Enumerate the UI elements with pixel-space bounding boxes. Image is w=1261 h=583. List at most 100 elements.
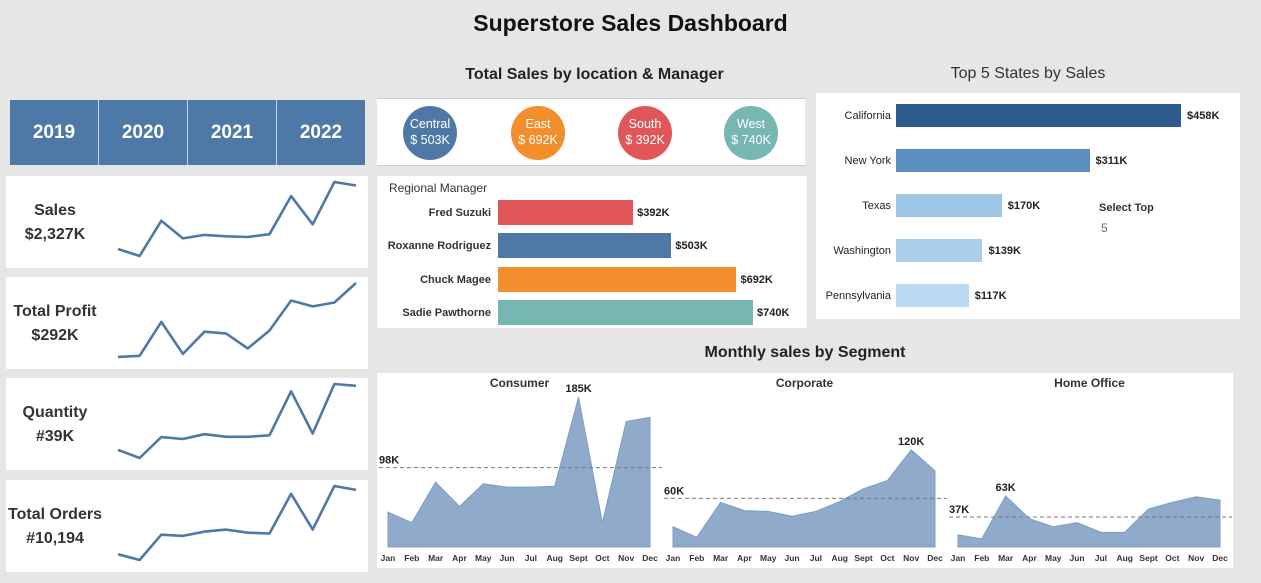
segment-average-label: 98K: [379, 455, 399, 467]
state-bar-california[interactable]: [896, 104, 1181, 127]
month-tick-label: Feb: [689, 553, 704, 563]
sparkline-trend-line: [117, 382, 357, 460]
state-value: $311K: [1095, 155, 1128, 167]
segments-panel: Consumer Corporate Home Office 98K 185K Ja…: [377, 373, 1233, 568]
state-bar-new-york[interactable]: [896, 149, 1090, 172]
region-east[interactable]: East $ 692K: [511, 106, 565, 160]
segment-area[interactable]: [387, 397, 651, 548]
states-title: Top 5 States by Sales: [950, 65, 1106, 82]
state-name: Washington: [833, 245, 891, 257]
kpi-card-sales[interactable]: Sales $2,327K: [6, 176, 368, 268]
month-tick-label: Nov: [1188, 553, 1204, 563]
manager-value: $740K: [757, 307, 790, 319]
month-tick-label: Aug: [546, 553, 563, 563]
region-central[interactable]: Central $ 503K: [403, 106, 457, 160]
manager-name: Fred Suzuki: [428, 207, 491, 219]
segment-title-home-office: Home Office: [1054, 376, 1125, 390]
dashboard-title: Superstore Sales Dashboard: [473, 10, 788, 36]
state-value: $458K: [1187, 110, 1220, 122]
region-west[interactable]: West $ 740K: [724, 106, 778, 160]
segment-max-label: 120K: [898, 436, 924, 448]
manager-bar-chuck-magee[interactable]: [498, 267, 737, 292]
month-tick-label: May: [760, 553, 777, 563]
state-name: Pennsylvania: [825, 290, 891, 302]
select-top-label: Select Top: [1099, 202, 1154, 214]
segment-max-label: 185K: [565, 383, 591, 395]
manager-value: $692K: [740, 274, 773, 286]
segment-area[interactable]: [957, 495, 1221, 548]
segment-max-label: 63K: [996, 482, 1016, 494]
segment-average-label: 37K: [949, 504, 969, 516]
manager-value: $392K: [637, 207, 670, 219]
month-tick-label: Apr: [452, 553, 467, 563]
manager-name: Roxanne Rodriguez: [387, 240, 491, 252]
sparkline-trend-line: [117, 484, 357, 562]
state-value: $117K: [974, 290, 1007, 302]
regions-title: Total Sales by location & Manager: [465, 66, 724, 83]
manager-bar-roxanne-rodriguez[interactable]: [498, 233, 672, 258]
month-tick-label: Feb: [404, 553, 419, 563]
state-name: New York: [844, 155, 891, 167]
month-tick-label: Oct: [1165, 553, 1179, 563]
month-tick-label: Jun: [785, 553, 800, 563]
month-tick-label: Dec: [927, 553, 943, 563]
states-panel: California $458K New York $311K Texas $1…: [816, 93, 1240, 319]
year-2019-button[interactable]: 2019: [10, 100, 99, 165]
year-2020-button[interactable]: 2020: [99, 100, 188, 165]
month-tick-label: May: [475, 553, 492, 563]
region-name: Central: [409, 117, 451, 131]
region-name: South: [628, 117, 662, 131]
kpi-label: Sales: [34, 202, 76, 219]
month-tick-label: Dec: [642, 553, 658, 563]
kpi-value: $292K: [31, 327, 79, 344]
state-bar-texas[interactable]: [896, 194, 1002, 217]
segment-average-label: 60K: [664, 485, 684, 497]
kpi-label: Quantity: [22, 404, 88, 421]
month-tick-label: May: [1045, 553, 1062, 563]
region-south[interactable]: South $ 392K: [618, 106, 672, 160]
manager-bar-fred-suzuki[interactable]: [498, 200, 634, 225]
month-tick-label: Jun: [500, 553, 515, 563]
month-tick-label: Feb: [974, 553, 989, 563]
state-bar-washington[interactable]: [896, 239, 983, 262]
segment-title-corporate: Corporate: [775, 376, 834, 390]
month-tick-label: Aug: [831, 553, 848, 563]
month-tick-label: Jun: [1070, 553, 1085, 563]
state-name: Texas: [862, 200, 891, 212]
manager-axis-label: Regional Manager: [389, 181, 488, 195]
kpi-label: Total Profit: [13, 303, 97, 320]
manager-name: Sadie Pawthorne: [402, 307, 491, 319]
state-value: $139K: [988, 245, 1021, 257]
month-tick-label: Mar: [713, 553, 729, 563]
sparkline-trend-line: [117, 282, 357, 359]
year-2022-button[interactable]: 2022: [299, 121, 343, 143]
kpi-value: #39K: [35, 428, 75, 445]
month-tick-label: Mar: [998, 553, 1014, 563]
month-tick-label: Aug: [1116, 553, 1133, 563]
kpi-card-profit[interactable]: Total Profit $292K: [6, 277, 368, 369]
month-tick-label: Jan: [951, 553, 966, 563]
region-name: East: [525, 117, 551, 131]
state-name: California: [844, 110, 891, 122]
region-value: $ 503K: [410, 133, 450, 147]
segment-area[interactable]: [672, 449, 936, 548]
kpi-card-orders[interactable]: Total Orders #10,194: [6, 480, 368, 572]
month-tick-label: Jan: [381, 553, 396, 563]
kpi-card-quantity[interactable]: Quantity #39K: [6, 378, 368, 470]
year-2021-button[interactable]: 2021: [188, 100, 277, 165]
kpi-label: Total Orders: [8, 506, 102, 523]
region-value: $ 392K: [625, 133, 665, 147]
manager-name: Chuck Magee: [420, 274, 491, 286]
kpi-value: #10,194: [26, 530, 84, 547]
state-bar-pennsylvania[interactable]: [896, 284, 969, 307]
sparkline-trend-line: [117, 180, 357, 258]
manager-bar-sadie-pawthorne[interactable]: [498, 300, 753, 325]
month-tick-label: Nov: [903, 553, 919, 563]
year-filter: 2019 2020 2021 2022: [10, 100, 365, 165]
month-tick-label: Jul: [810, 553, 822, 563]
month-tick-label: Sept: [854, 553, 873, 563]
month-tick-label: Oct: [595, 553, 609, 563]
profit-sparkline: [117, 282, 357, 359]
select-top-value[interactable]: 5: [1101, 221, 1108, 235]
quantity-sparkline: [117, 382, 357, 460]
